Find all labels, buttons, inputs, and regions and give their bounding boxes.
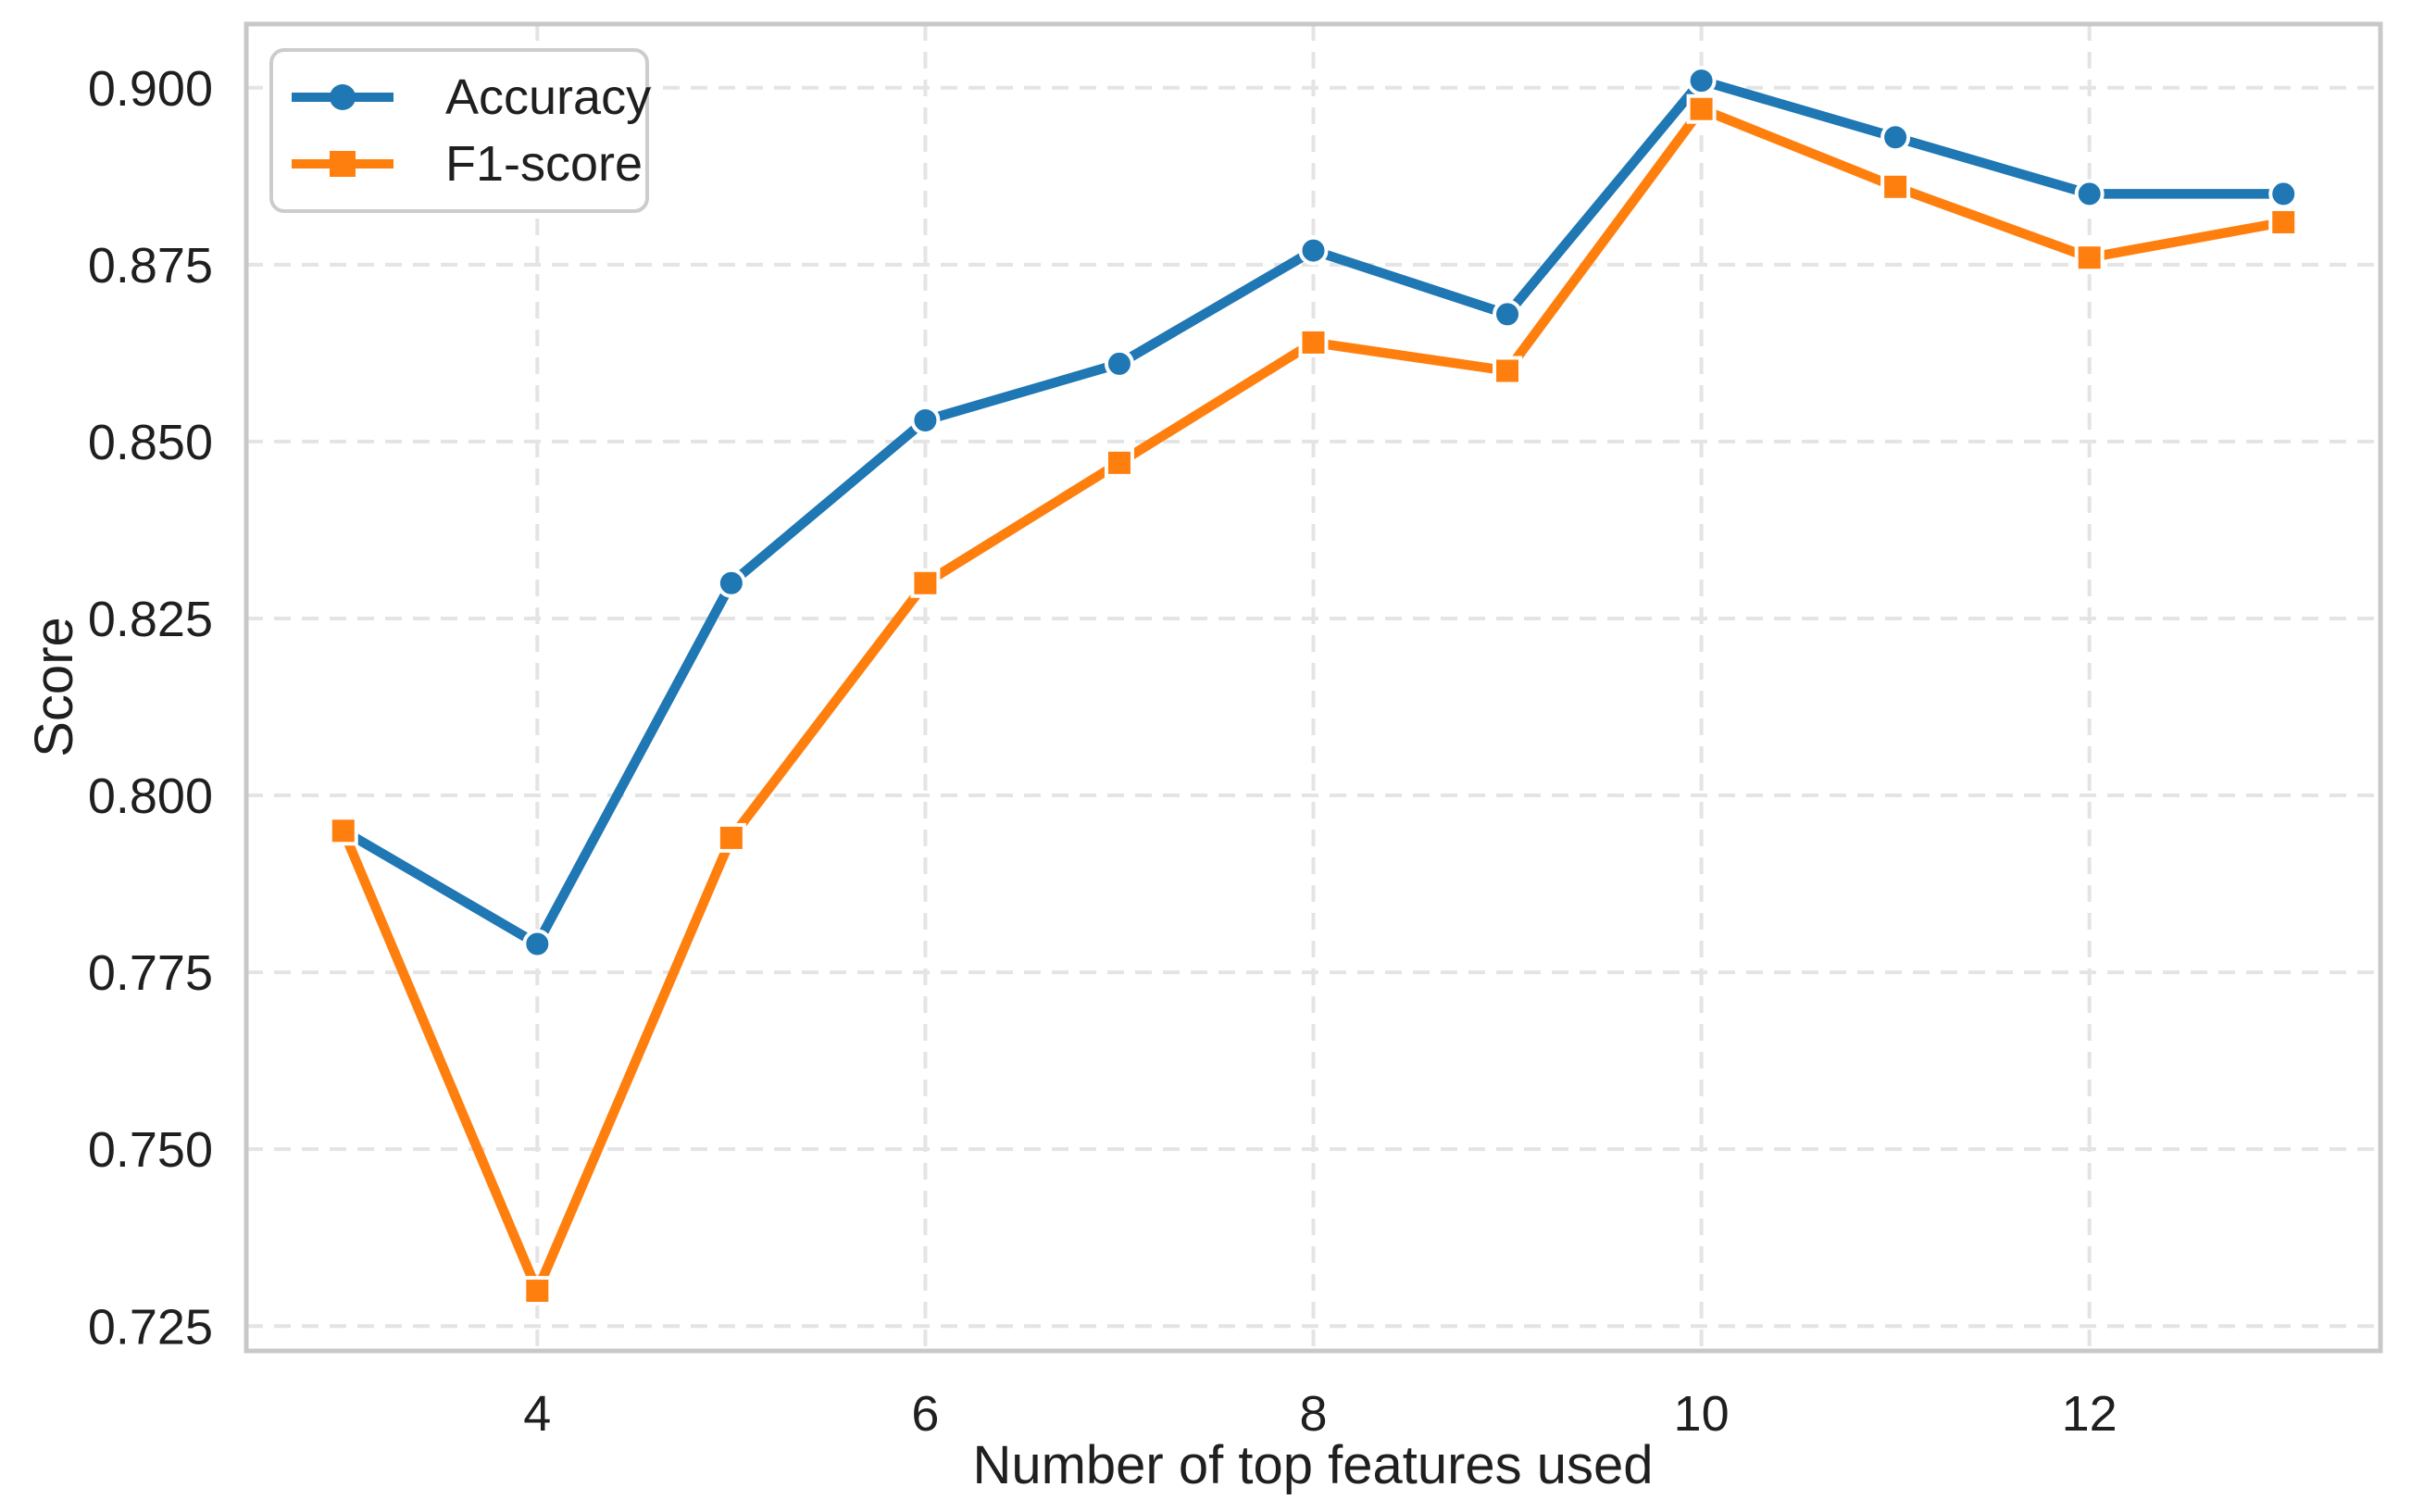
accuracy-data-point — [1686, 66, 1717, 96]
y-tick-label: 0.800 — [88, 768, 213, 824]
spine-layer — [244, 21, 2383, 1354]
series-layer — [328, 66, 2299, 1306]
f1-score-data-point — [716, 822, 746, 853]
legend-label-f1-score: F1-score — [445, 136, 643, 192]
x-tick-label: 10 — [1674, 1386, 1730, 1442]
accuracy-data-point — [716, 568, 746, 598]
legend-entry-accuracy: Accuracy — [288, 72, 651, 122]
legend-entry-f1-score: F1-score — [288, 139, 645, 189]
accuracy-data-point — [1880, 122, 1911, 153]
accuracy-data-point — [522, 929, 553, 959]
y-tick-label: 0.850 — [88, 415, 213, 470]
f1-score-data-point — [1686, 94, 1717, 124]
y-tick-label: 0.825 — [88, 592, 213, 647]
accuracy-data-point — [1104, 348, 1134, 379]
f1-score-data-point — [1298, 327, 1329, 357]
f1-score-data-point — [910, 568, 941, 598]
accuracy-data-point — [2268, 179, 2299, 209]
f1-score-data-point — [328, 816, 358, 846]
legend-label-accuracy: Accuracy — [445, 69, 652, 125]
accuracy-data-point — [2074, 179, 2105, 209]
accuracy-data-point — [1493, 299, 1523, 330]
f1-score-data-point — [2268, 206, 2299, 237]
accuracy-data-point — [1298, 235, 1329, 266]
axes-box — [244, 21, 2383, 1354]
x-tick-label: 4 — [523, 1386, 551, 1442]
accuracy-line-circle-icon — [292, 84, 394, 110]
f1-score-data-point — [1880, 171, 1911, 202]
f1-score-data-point — [522, 1276, 553, 1306]
y-tick-label: 0.900 — [88, 61, 213, 117]
grid-layer — [246, 24, 2380, 1351]
x-tick-label: 8 — [1299, 1386, 1327, 1442]
legend: Accuracy F1-score — [269, 48, 651, 213]
f1-score-data-point — [1104, 447, 1134, 478]
y-tick-label: 0.725 — [88, 1299, 213, 1355]
x-tick-label: 12 — [2062, 1386, 2117, 1442]
f1-score-line-square-icon — [292, 151, 394, 177]
tick-layer: 0.725 0.750 0.775 0.800 0.825 0.850 0.875 0.900… — [88, 61, 2117, 1442]
f1-score-data-point — [1493, 356, 1523, 386]
y-tick-label: 0.775 — [88, 945, 213, 1001]
accuracy-data-point — [910, 405, 941, 435]
x-tick-label: 6 — [911, 1386, 939, 1442]
y-tick-label: 0.875 — [88, 238, 213, 294]
f1-score-data-point — [2074, 243, 2105, 273]
y-axis-label: Score — [24, 617, 84, 757]
x-axis-label: Number of top features used — [972, 1435, 1653, 1495]
y-tick-label: 0.750 — [88, 1122, 213, 1178]
